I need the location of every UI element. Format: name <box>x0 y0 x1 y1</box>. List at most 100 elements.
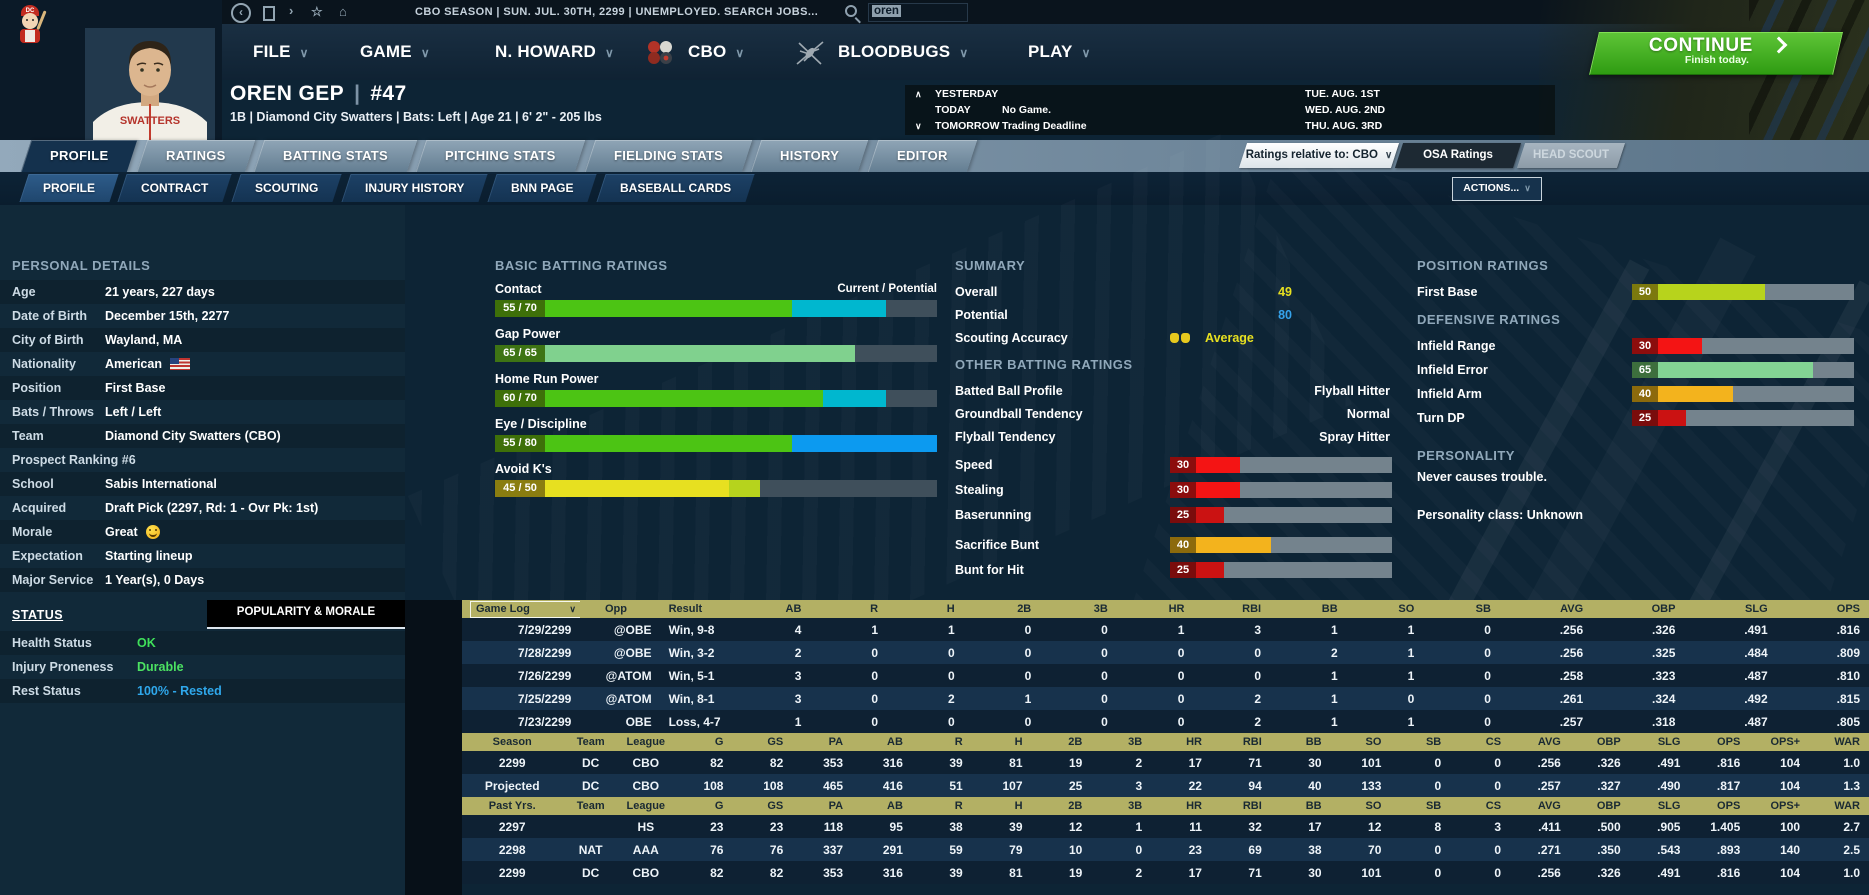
column-header[interactable]: AVG <box>1499 600 1593 618</box>
column-header[interactable]: BB <box>1270 733 1331 751</box>
column-header[interactable]: 3B <box>1091 797 1152 815</box>
column-header[interactable]: H <box>971 733 1032 751</box>
column-header[interactable]: SLG <box>1629 797 1690 815</box>
column-header[interactable]: Team <box>562 733 619 751</box>
column-header[interactable]: 3B <box>1091 733 1152 751</box>
column-header[interactable]: AB <box>733 600 811 618</box>
column-header[interactable]: RBI <box>1210 733 1271 751</box>
head-scout-button[interactable]: HEAD SCOUT <box>1516 143 1626 168</box>
column-header[interactable]: H <box>887 600 964 618</box>
column-header[interactable]: HR <box>1116 600 1194 618</box>
column-header[interactable]: BB <box>1270 600 1347 618</box>
column-header[interactable]: CS <box>1450 797 1511 815</box>
popularity-morale-tab[interactable]: POPULARITY & MORALE <box>207 600 405 629</box>
column-header[interactable]: 2B <box>963 600 1041 618</box>
column-header[interactable]: PA <box>792 797 853 815</box>
column-header[interactable]: League <box>618 797 673 815</box>
column-header[interactable]: Opp <box>580 600 661 618</box>
forward-icon[interactable] <box>289 3 293 18</box>
continue-button[interactable]: CONTINUE Finish today. <box>1589 32 1843 75</box>
column-header[interactable]: AVG <box>1510 733 1570 751</box>
column-header[interactable]: League <box>618 733 673 751</box>
tab-pitching-stats[interactable]: PITCHING STATS <box>416 140 586 172</box>
column-header[interactable]: Season <box>462 733 563 751</box>
column-header[interactable]: G <box>672 797 733 815</box>
column-header[interactable]: SO <box>1330 733 1391 751</box>
column-header[interactable]: SB <box>1423 600 1500 618</box>
column-header[interactable]: OPS <box>1776 600 1869 618</box>
column-header[interactable]: OPS <box>1689 733 1750 751</box>
column-header[interactable]: OBP <box>1569 797 1630 815</box>
column-header[interactable]: Past Yrs. <box>462 797 563 815</box>
column-header[interactable]: SO <box>1330 797 1391 815</box>
column-header[interactable]: 2B <box>1031 733 1092 751</box>
menu-manager[interactable]: N. HOWARD <box>495 24 614 80</box>
subtab-scouting[interactable]: SCOUTING <box>231 174 343 202</box>
home-icon[interactable] <box>339 4 347 19</box>
column-header[interactable]: RBI <box>1193 600 1271 618</box>
bookmark-star-icon[interactable] <box>311 4 323 20</box>
search-icon[interactable] <box>845 5 857 17</box>
tab-batting-stats[interactable]: BATTING STATS <box>253 140 418 172</box>
subtab-contract[interactable]: CONTRACT <box>117 174 233 202</box>
subtab-profile[interactable]: PROFILE <box>19 174 119 202</box>
table-row: 2299 DC CBO 82 82 353 316 39 81 19 2 17 71 30 101 0 0 .25… <box>462 861 1869 884</box>
column-header[interactable]: R <box>911 733 972 751</box>
column-header[interactable]: SO <box>1346 600 1424 618</box>
menu-game[interactable]: GAME <box>360 24 430 80</box>
column-header[interactable]: G <box>672 733 733 751</box>
search-input[interactable]: oren <box>868 3 968 22</box>
column-header[interactable]: OBP <box>1592 600 1685 618</box>
column-header[interactable]: OPS+ <box>1749 797 1810 815</box>
menu-league[interactable]: CBO <box>688 24 744 80</box>
column-header[interactable]: HR <box>1151 733 1211 751</box>
column-header[interactable]: CS <box>1450 733 1511 751</box>
column-header[interactable]: SB <box>1390 797 1451 815</box>
column-header[interactable]: SLG <box>1629 733 1690 751</box>
status-title[interactable]: STATUS <box>12 608 64 622</box>
column-header[interactable]: OPS <box>1689 797 1750 815</box>
column-header[interactable]: OBP <box>1569 733 1630 751</box>
column-header[interactable]: WAR <box>1809 797 1869 815</box>
tab-editor[interactable]: EDITOR <box>867 140 977 172</box>
column-header[interactable]: AB <box>852 797 912 815</box>
column-header[interactable]: RBI <box>1210 797 1271 815</box>
column-header[interactable]: H <box>971 797 1032 815</box>
column-header[interactable]: Team <box>562 797 619 815</box>
column-header[interactable]: 3B <box>1040 600 1117 618</box>
column-header[interactable]: SLG <box>1684 600 1777 618</box>
column-header[interactable]: Game Log <box>462 600 581 618</box>
column-header[interactable]: GS <box>732 797 793 815</box>
tab-history[interactable]: HISTORY <box>750 140 869 172</box>
subtab-bnn-page[interactable]: BNN PAGE <box>487 174 597 202</box>
column-header[interactable]: WAR <box>1809 733 1869 751</box>
gamelog-view-select[interactable]: Game Log <box>470 600 581 618</box>
column-header[interactable]: Result <box>660 600 734 618</box>
column-header[interactable]: AB <box>852 733 912 751</box>
stop-icon[interactable] <box>263 6 275 21</box>
menu-file[interactable]: FILE <box>253 24 309 80</box>
tab-ratings[interactable]: RATINGS <box>136 140 255 172</box>
scroll-down-icon[interactable] <box>915 118 922 134</box>
actions-button[interactable]: ACTIONS... <box>1452 177 1542 201</box>
menu-play[interactable]: PLAY <box>1028 24 1091 80</box>
column-header[interactable]: R <box>810 600 888 618</box>
osa-ratings-button[interactable]: OSA Ratings <box>1394 143 1522 168</box>
menu-team[interactable]: BLOODBUGS <box>838 24 968 80</box>
subtab-injury-history[interactable]: INJURY HISTORY <box>341 174 488 202</box>
column-header[interactable]: R <box>911 797 972 815</box>
subtab-baseball-cards[interactable]: BASEBALL CARDS <box>596 174 755 202</box>
column-header[interactable]: 2B <box>1031 797 1092 815</box>
ratings-relative-select[interactable]: Ratings relative to: CBO <box>1238 143 1400 168</box>
column-header[interactable]: HR <box>1151 797 1211 815</box>
scroll-up-icon[interactable] <box>915 86 922 102</box>
tab-fielding-stats[interactable]: FIELDING STATS <box>584 140 752 172</box>
column-header[interactable]: GS <box>732 733 793 751</box>
column-header[interactable]: OPS+ <box>1749 733 1810 751</box>
tab-profile[interactable]: PROFILE <box>20 140 138 172</box>
column-header[interactable]: SB <box>1390 733 1451 751</box>
column-header[interactable]: PA <box>792 733 853 751</box>
column-header[interactable]: AVG <box>1510 797 1570 815</box>
back-icon[interactable] <box>231 3 251 23</box>
column-header[interactable]: BB <box>1270 797 1331 815</box>
